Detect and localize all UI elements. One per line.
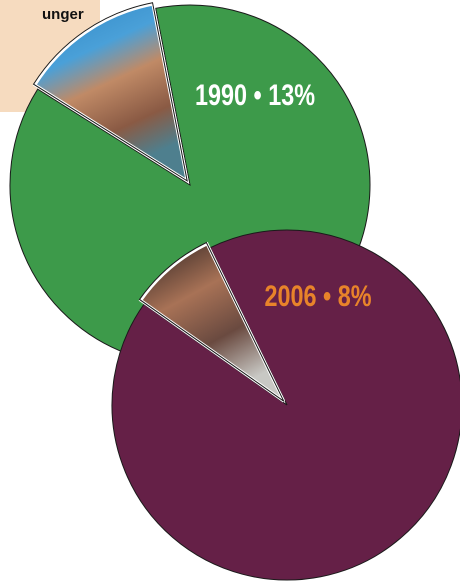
data-label: 2006 • 8% xyxy=(264,279,371,312)
title: unger xyxy=(42,6,84,23)
pie-rest xyxy=(111,229,460,581)
pie-slice-outline xyxy=(32,2,188,182)
data-label: 1990 • 13% xyxy=(195,78,315,111)
pie-slice xyxy=(32,2,190,184)
pie-slice-outline xyxy=(138,241,285,402)
